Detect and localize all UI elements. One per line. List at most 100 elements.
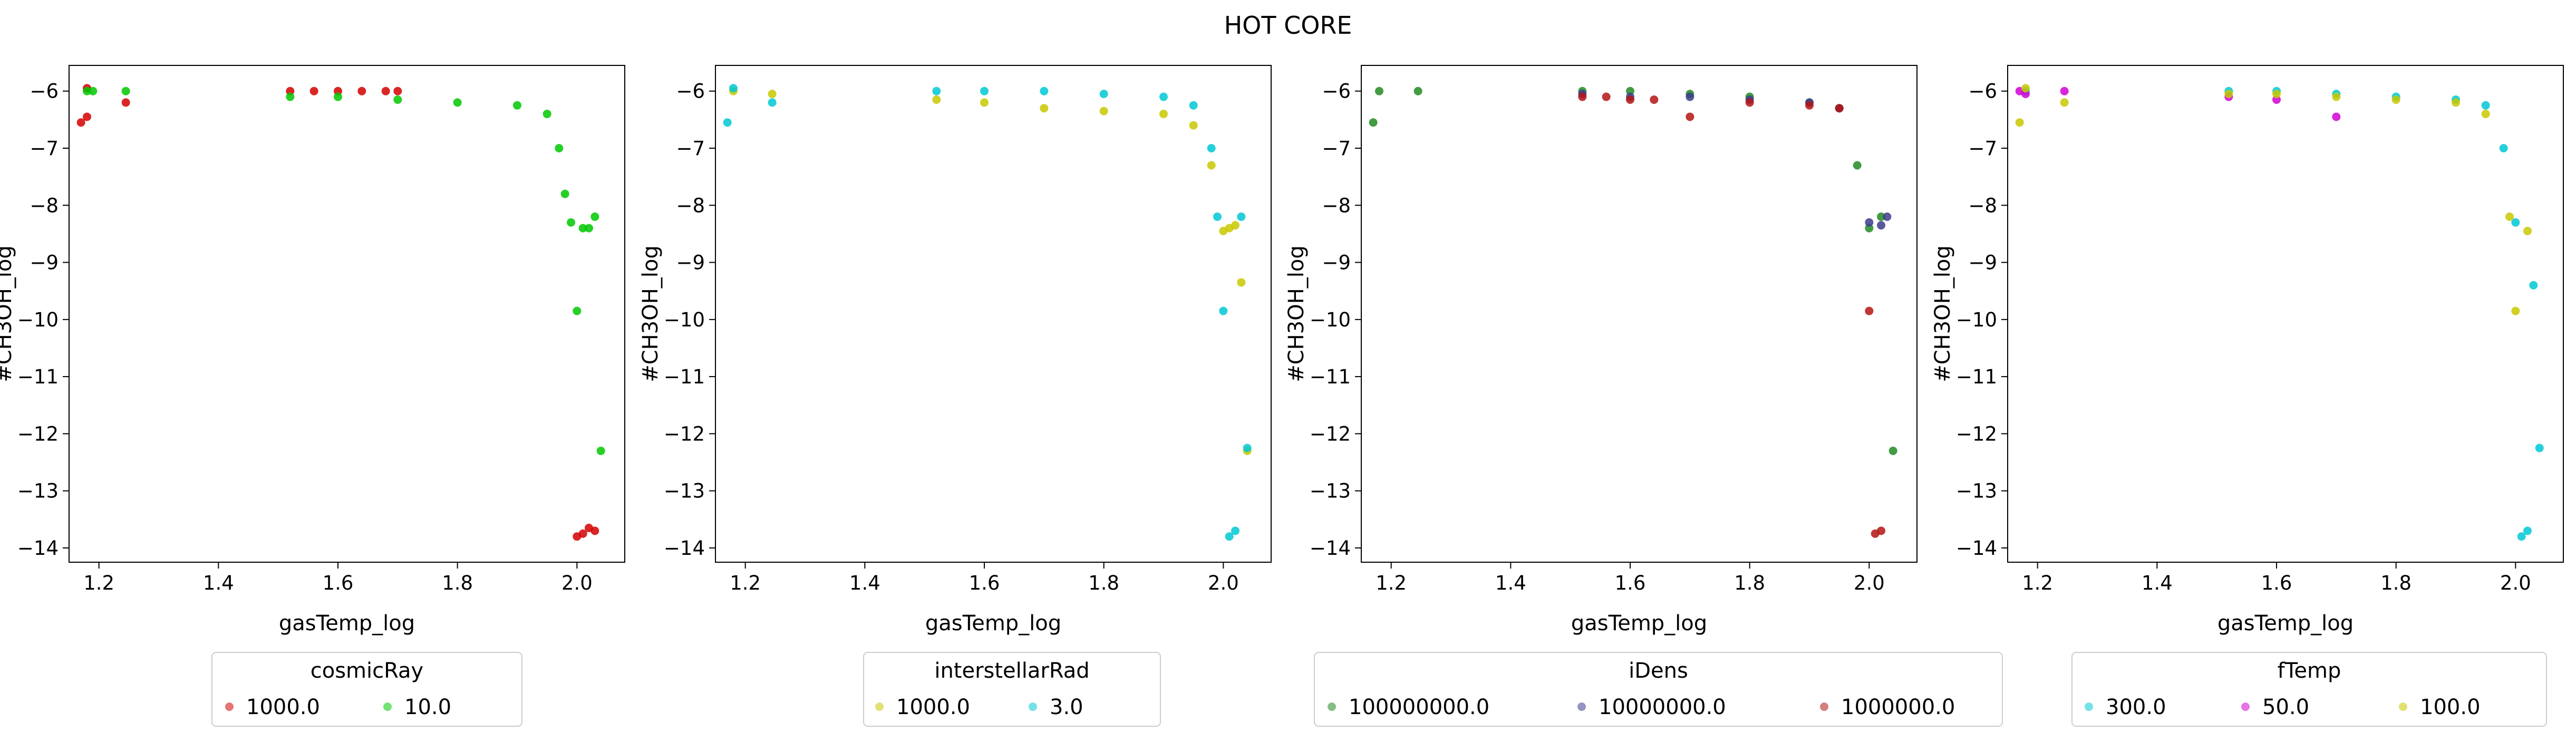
scatter-point xyxy=(1231,221,1239,230)
y-axis-label: #CH3OH_log xyxy=(0,245,16,382)
scatter-point xyxy=(2481,110,2490,119)
scatter-point xyxy=(121,86,130,95)
legend-entry-label: 100.0 xyxy=(2420,695,2481,719)
legend-entry-label: 1000.0 xyxy=(896,695,970,719)
y-tick-label: −12 xyxy=(664,422,705,445)
scatter-point xyxy=(334,92,342,101)
scatter-point xyxy=(768,98,777,107)
y-tick-label: −14 xyxy=(17,537,59,560)
y-tick-label: −10 xyxy=(1310,309,1351,331)
scatter-point xyxy=(1369,118,1378,127)
y-tick-label: −6 xyxy=(1968,80,1997,103)
scatter-point xyxy=(309,86,318,95)
scatter-point xyxy=(585,224,593,233)
scatter-point xyxy=(1889,446,1897,455)
x-axis-label: gasTemp_log xyxy=(279,611,415,636)
x-tick-label: 2.0 xyxy=(1854,572,1885,594)
y-tick-label: −6 xyxy=(1322,80,1351,103)
legend: interstellarRad 1000.0 3.0 xyxy=(863,652,1161,727)
scatter-point xyxy=(1853,161,1862,170)
scatter-point xyxy=(2517,532,2526,541)
scatter-point xyxy=(2523,526,2532,535)
y-tick-label: −11 xyxy=(17,365,59,388)
scatter-point xyxy=(2511,306,2520,315)
x-tick-label: 1.6 xyxy=(969,572,1000,594)
x-tick-label: 1.8 xyxy=(2380,572,2412,594)
legend-marker xyxy=(383,702,392,711)
scatter-point xyxy=(453,98,462,107)
legend-title: cosmicRay xyxy=(311,659,423,683)
scatter-point xyxy=(932,86,941,95)
scatter-point xyxy=(83,86,91,95)
y-tick-label: −10 xyxy=(1956,309,1997,331)
series-1 xyxy=(2021,86,2544,541)
x-tick-label: 1.6 xyxy=(2261,572,2292,594)
series-2 xyxy=(1578,90,1892,230)
scatter-point xyxy=(2523,227,2532,235)
scatter-point xyxy=(1231,526,1239,535)
legend-entry-label: 10.0 xyxy=(404,695,451,719)
scatter-point xyxy=(1243,444,1252,453)
scatter-point xyxy=(1578,92,1587,101)
x-tick-label: 1.4 xyxy=(1495,572,1526,594)
scatter-point xyxy=(2224,90,2233,99)
y-tick-label: −11 xyxy=(1310,365,1351,388)
legend-box xyxy=(863,652,1161,727)
legend-entry-label: 1000.0 xyxy=(246,695,320,719)
scatter-point xyxy=(1159,92,1168,101)
y-axis-label: #CH3OH_log xyxy=(1931,245,1955,382)
legend-entry-label: 300.0 xyxy=(2106,695,2166,719)
series-2 xyxy=(83,86,605,455)
x-axis-label: gasTemp_log xyxy=(2217,611,2354,636)
scatter-point xyxy=(2511,218,2520,227)
scatter-point xyxy=(1099,107,1108,116)
scatter-point xyxy=(1189,121,1198,130)
legend-entry-label: 3.0 xyxy=(1050,695,1083,719)
plot-frame xyxy=(2007,65,2564,563)
scatter-point xyxy=(1883,212,1892,221)
scatter-point xyxy=(2481,101,2490,110)
legend-box xyxy=(211,652,522,727)
y-tick-label: −13 xyxy=(1310,480,1351,503)
y-tick-label: −7 xyxy=(30,137,59,160)
plot-frame xyxy=(715,65,1272,563)
x-tick-label: 1.2 xyxy=(730,572,761,594)
series-1 xyxy=(76,84,599,541)
y-tick-label: −14 xyxy=(664,537,705,560)
x-tick-label: 1.2 xyxy=(2022,572,2053,594)
y-tick-label: −11 xyxy=(664,365,705,388)
legend-entry-label: 50.0 xyxy=(2262,695,2309,719)
scatter-point xyxy=(578,529,587,538)
legend-marker xyxy=(225,702,234,711)
x-tick-label: 1.4 xyxy=(849,572,880,594)
scatter-point xyxy=(2529,281,2538,290)
scatter-point xyxy=(1207,161,1216,170)
x-tick-label: 2.0 xyxy=(561,572,593,594)
scatter-point xyxy=(932,95,941,104)
figure-title: HOT CORE xyxy=(1224,11,1352,40)
scatter-point xyxy=(567,218,575,227)
legend-title: interstellarRad xyxy=(934,659,1089,683)
y-tick-label: −11 xyxy=(1956,365,1997,388)
scatter-point xyxy=(2332,112,2341,121)
plot-frame xyxy=(69,65,625,563)
scatter-point xyxy=(2272,90,2281,99)
scatter-point xyxy=(83,112,91,121)
legend-marker xyxy=(2399,702,2407,711)
scatter-point xyxy=(381,86,390,95)
scatter-point xyxy=(1865,306,1874,315)
x-tick-label: 1.4 xyxy=(2142,572,2173,594)
scatter-point xyxy=(560,189,569,198)
y-tick-label: −8 xyxy=(676,194,705,217)
y-tick-label: −13 xyxy=(664,480,705,503)
scatter-point xyxy=(2391,95,2400,104)
scatter-point xyxy=(1602,92,1611,101)
y-tick-label: −8 xyxy=(1322,194,1351,217)
scatter-point xyxy=(1835,104,1844,113)
scatter-point xyxy=(768,90,777,99)
panels: 1.2 1.4 1.6 1.8 2.0 −6 −7 −8 −9 −10 −11 −12 −13 −14 ga… xyxy=(0,65,2564,727)
x-tick-label: 1.8 xyxy=(442,572,473,594)
legend-entry-label: 1000000.0 xyxy=(1841,695,1955,719)
scatter-point xyxy=(286,92,295,101)
